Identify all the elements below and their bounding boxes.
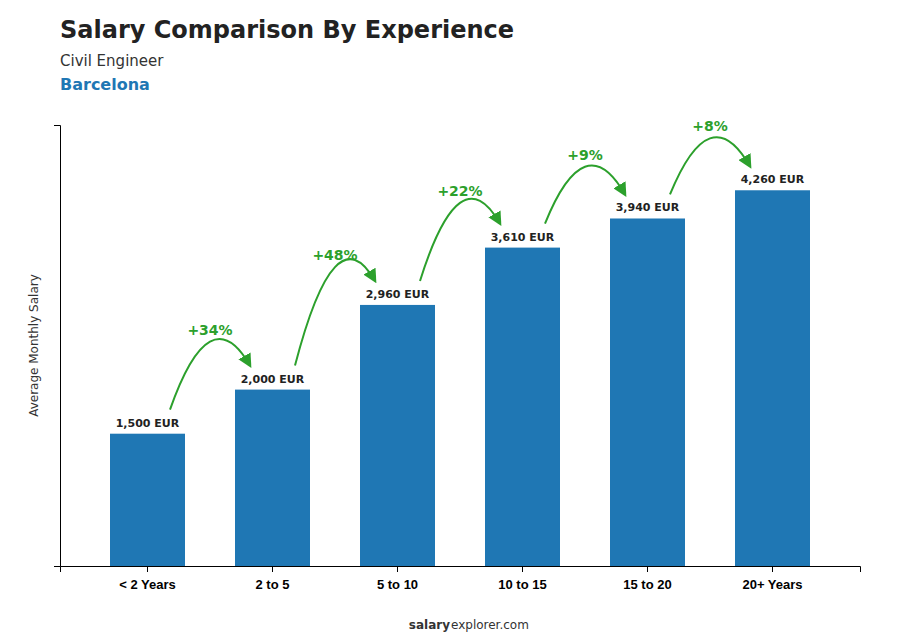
growth-arrow bbox=[670, 137, 750, 194]
x-tick: 15 to 20 bbox=[623, 566, 671, 592]
x-tick-mark bbox=[647, 566, 648, 572]
growth-label: +9% bbox=[567, 147, 603, 163]
growth-arrow bbox=[545, 166, 625, 224]
growth-label: +34% bbox=[187, 322, 232, 338]
x-tick: < 2 Years bbox=[119, 566, 176, 592]
chart: Salary Comparison By Experience Civil Eng… bbox=[0, 0, 900, 641]
bars bbox=[110, 190, 810, 566]
y-axis-label: Average Monthly Salary bbox=[27, 274, 41, 417]
data-label: 1,500 EUR bbox=[116, 417, 180, 430]
x-tick-label: 5 to 10 bbox=[377, 577, 418, 592]
x-tick-mark bbox=[147, 566, 148, 572]
footer: explorer.com bbox=[451, 618, 529, 632]
growth-label: +22% bbox=[437, 183, 482, 199]
growth-arrow bbox=[295, 259, 375, 365]
y-axis bbox=[54, 126, 61, 567]
bar bbox=[235, 390, 310, 566]
subtitle: Civil Engineer bbox=[60, 52, 164, 70]
growth-label: +48% bbox=[312, 247, 357, 263]
x-tick: 20+ Years bbox=[742, 566, 802, 592]
x-axis: < 2 Years 2 to 5 5 to 10 10 to 15 15 to 20 20… bbox=[61, 566, 861, 592]
x-tick-label: 15 to 20 bbox=[623, 577, 671, 592]
bar bbox=[485, 248, 560, 566]
subtitle: Barcelona bbox=[60, 75, 150, 94]
data-label: 4,260 EUR bbox=[741, 173, 805, 186]
footer: salary bbox=[409, 618, 450, 632]
y-axis-line bbox=[54, 126, 61, 567]
plot: < 2 Years 2 to 5 5 to 10 10 to 15 15 to 20 20… bbox=[54, 118, 861, 592]
data-label: 3,610 EUR bbox=[491, 231, 555, 244]
growth-label: +8% bbox=[692, 118, 728, 134]
x-tick-mark bbox=[772, 566, 773, 572]
bar bbox=[110, 434, 185, 566]
growth-arrow bbox=[170, 339, 250, 410]
x-tick-mark bbox=[397, 566, 398, 572]
x-tick-label: 2 to 5 bbox=[256, 577, 290, 592]
x-tick-mark bbox=[272, 566, 273, 572]
bar bbox=[610, 218, 685, 566]
x-axis-line bbox=[61, 567, 861, 573]
bar bbox=[360, 305, 435, 566]
x-tick-label: 20+ Years bbox=[742, 577, 802, 592]
x-tick: 2 to 5 bbox=[256, 566, 290, 592]
x-tick: 10 to 15 bbox=[498, 566, 546, 592]
title: Salary Comparison By Experience bbox=[60, 16, 514, 44]
data-label: 2,960 EUR bbox=[366, 288, 430, 301]
data-label: 3,940 EUR bbox=[616, 201, 680, 214]
x-tick-label: < 2 Years bbox=[119, 577, 176, 592]
annotations: +34% +48% +22% +9% +8% bbox=[170, 118, 750, 409]
x-tick-mark bbox=[522, 566, 523, 572]
growth-arrow bbox=[420, 199, 500, 281]
x-tick: 5 to 10 bbox=[377, 566, 418, 592]
bar bbox=[735, 190, 810, 566]
data-label: 2,000 EUR bbox=[241, 373, 305, 386]
data-labels: 1,500 EUR 2,000 EUR 2,960 EUR 3,610 EUR 3,94… bbox=[116, 173, 805, 429]
x-tick-label: 10 to 15 bbox=[498, 577, 546, 592]
